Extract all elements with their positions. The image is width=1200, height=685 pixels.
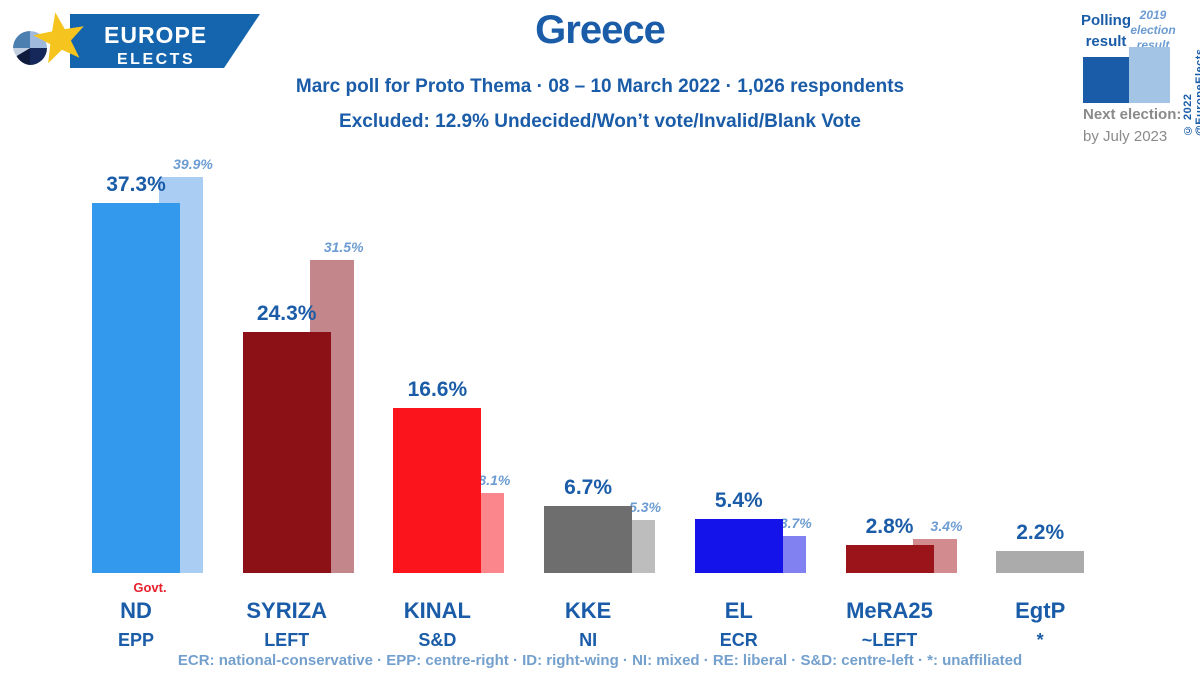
bar-polling-result	[242, 331, 331, 573]
logo-text-europe: EUROPE	[104, 22, 207, 48]
eu-group-label: S&D	[418, 630, 457, 650]
value-label-2019: 39.9%	[173, 155, 213, 172]
value-label-2019: 31.5%	[323, 239, 364, 256]
value-label-polling: 2.8%	[865, 515, 914, 539]
bar-polling-result	[544, 506, 633, 573]
legend-2019-result-label: 2019 election result	[1130, 8, 1176, 52]
next-election-value: by July 2023	[1083, 128, 1168, 145]
value-label-2019: 8.1%	[478, 471, 511, 488]
value-label-polling: 2.2%	[1016, 521, 1065, 545]
page-title: Greece	[535, 8, 666, 52]
party-name-label: EL	[724, 598, 753, 623]
value-label-polling: 16.6%	[407, 378, 468, 402]
eu-group-label: ECR	[719, 630, 758, 650]
excluded-note: Excluded: 12.9% Undecided/Won’t vote/Inv…	[339, 111, 861, 132]
party-name-label: KKE	[564, 598, 612, 623]
logo-text-elects: ELECTS	[117, 51, 195, 68]
party-name-label: EgtP	[1015, 598, 1066, 623]
value-label-2019: 3.4%	[930, 518, 963, 535]
eu-group-label: EPP	[117, 630, 155, 650]
poll-subtitle: Marc poll for Proto Thema · 08 – 10 Marc…	[295, 76, 905, 97]
bar-polling-result	[845, 545, 934, 573]
value-label-2019: 3.7%	[779, 515, 812, 532]
party-name-label: SYRIZA	[246, 598, 328, 623]
party-name-label: KINAL	[403, 598, 471, 623]
next-election-label: Next election:	[1083, 106, 1182, 123]
value-label-polling: 37.3%	[106, 172, 166, 196]
bar-polling-result	[92, 202, 180, 573]
logo-banner	[70, 14, 260, 68]
eu-group-label: *	[1036, 630, 1044, 650]
pie-chart-icon	[13, 31, 47, 65]
star-icon	[33, 12, 84, 64]
eu-group-label: ~LEFT	[861, 630, 918, 650]
value-label-polling: 6.7%	[564, 476, 613, 500]
legend-polling-swatch	[1083, 57, 1129, 103]
value-label-polling: 5.4%	[714, 489, 763, 513]
legend-polling-result-label: Polling result	[1081, 12, 1131, 50]
party-name-label: MeRA25	[846, 598, 933, 623]
eu-groups-key: ECR: national-conservative · EPP: centre…	[177, 652, 1023, 669]
value-label-2019: 5.3%	[629, 499, 662, 516]
bar-polling-result	[996, 551, 1085, 573]
value-label-polling: 24.3%	[256, 301, 317, 325]
legend-2019-swatch	[1129, 47, 1170, 103]
govt-badge: Govt.	[133, 580, 167, 595]
eu-group-label: LEFT	[264, 630, 310, 650]
bar-polling-result	[393, 408, 482, 573]
bar-polling-result	[694, 519, 783, 573]
party-name-label: ND	[120, 598, 152, 623]
eu-group-label: NI	[579, 630, 598, 650]
europe-elects-logo: EUROPE ELECTS	[13, 12, 260, 68]
